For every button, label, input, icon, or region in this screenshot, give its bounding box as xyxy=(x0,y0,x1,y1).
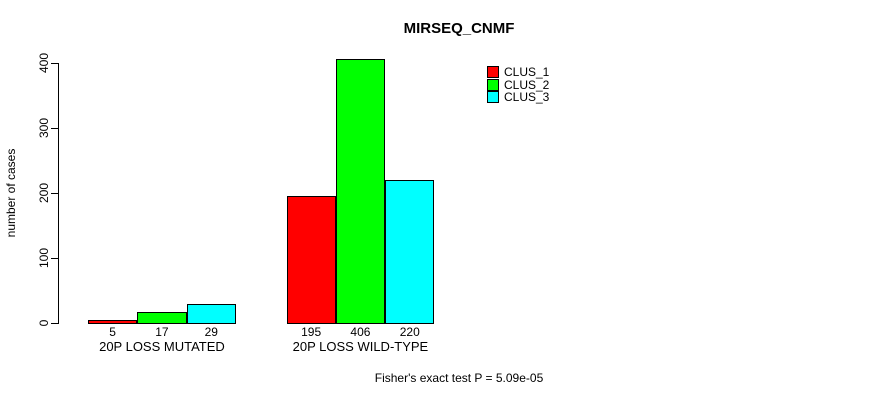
bar xyxy=(88,319,138,324)
y-tick xyxy=(51,128,58,129)
legend-label: CLUS_3 xyxy=(504,89,550,104)
y-tick xyxy=(51,258,58,259)
y-axis-line xyxy=(58,63,59,324)
legend-label: CLUS_1 xyxy=(504,65,550,80)
y-tick-label: 200 xyxy=(37,182,51,204)
bar xyxy=(186,304,236,324)
legend-swatch-clus1-icon xyxy=(487,66,499,79)
bar-value-label: 17 xyxy=(155,325,169,339)
y-tick-label: 400 xyxy=(37,52,51,74)
bar xyxy=(286,196,336,324)
chart-title: MIRSEQ_CNMF xyxy=(403,20,515,37)
y-tick xyxy=(51,323,58,324)
bar xyxy=(335,59,386,324)
bar-value-label: 195 xyxy=(301,325,322,339)
y-tick-label: 100 xyxy=(37,247,51,269)
y-tick xyxy=(51,193,58,194)
bar xyxy=(137,311,187,324)
bar-value-label: 5 xyxy=(109,325,116,339)
category-label: 20P LOSS WILD-TYPE xyxy=(292,339,429,354)
legend-item-clus3: CLUS_3 xyxy=(487,89,550,104)
y-tick-label: 300 xyxy=(37,117,51,139)
y-tick-label: 0 xyxy=(37,319,51,327)
legend-item-clus1: CLUS_1 xyxy=(487,65,550,80)
legend-item-clus2: CLUS_2 xyxy=(487,77,550,92)
legend-label: CLUS_2 xyxy=(504,77,550,92)
bar-value-label: 220 xyxy=(399,325,420,339)
y-tick xyxy=(51,63,58,64)
bar-value-label: 406 xyxy=(350,325,371,339)
legend-swatch-clus3-icon xyxy=(487,90,499,103)
category-label: 20P LOSS MUTATED xyxy=(99,339,225,354)
bar-value-label: 29 xyxy=(204,325,218,339)
bar xyxy=(385,180,435,324)
plot-region: MIRSEQ_CNMF Fisher's exact test P = 5.09… xyxy=(59,0,859,400)
legend-swatch-clus2-icon xyxy=(487,78,499,91)
legend: CLUS_1 CLUS_2 CLUS_3 xyxy=(487,66,549,103)
fisher-test-annotation: Fisher's exact test P = 5.09e-05 xyxy=(374,371,544,385)
